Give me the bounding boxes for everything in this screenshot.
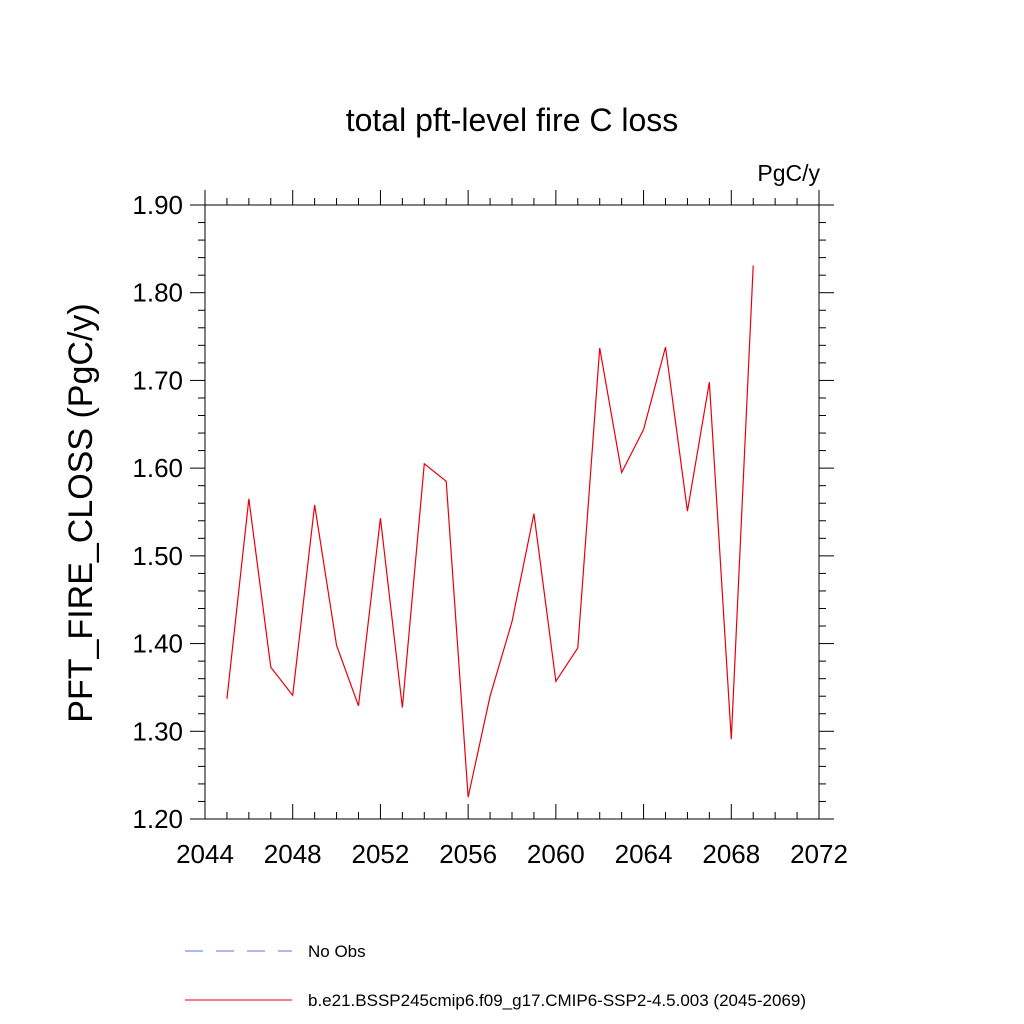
series-line bbox=[226, 265, 754, 798]
units-label: PgC/y bbox=[757, 160, 820, 186]
x-tick-label: 2056 bbox=[439, 839, 497, 869]
x-tick-label: 2052 bbox=[352, 839, 410, 869]
axis-ticks: 2044 2048 2052 2056 2060 2064 2068 2072 1.20 1.30… bbox=[132, 190, 848, 869]
series-group bbox=[226, 265, 754, 798]
y-tick-label: 1.70 bbox=[132, 365, 183, 395]
y-tick-label: 1.20 bbox=[132, 804, 183, 834]
y-tick-label: 1.30 bbox=[132, 716, 183, 746]
legend-label: b.e21.BSSP245cmip6.f09_g17.CMIP6-SSP2-4.… bbox=[308, 991, 806, 1010]
y-tick-label: 1.40 bbox=[132, 629, 183, 659]
y-tick-label: 1.50 bbox=[132, 541, 183, 571]
y-tick-label: 1.90 bbox=[132, 190, 183, 220]
legend-label: No Obs bbox=[308, 942, 366, 961]
x-tick-label: 2060 bbox=[527, 839, 585, 869]
y-tick-label: 1.80 bbox=[132, 278, 183, 308]
legend: No Obs b.e21.BSSP245cmip6.f09_g17.CMIP6-S… bbox=[185, 942, 806, 1010]
y-axis-label: PFT_FIRE_CLOSS (PgC/y) bbox=[62, 303, 100, 722]
x-tick-label: 2068 bbox=[702, 839, 760, 869]
plot-frame bbox=[204, 204, 820, 820]
x-tick-label: 2064 bbox=[615, 839, 673, 869]
chart-title: total pft-level fire C loss bbox=[346, 102, 679, 138]
x-tick-label: 2044 bbox=[176, 839, 234, 869]
y-tick-label: 1.60 bbox=[132, 453, 183, 483]
x-tick-label: 2048 bbox=[264, 839, 322, 869]
x-tick-label: 2072 bbox=[790, 839, 848, 869]
